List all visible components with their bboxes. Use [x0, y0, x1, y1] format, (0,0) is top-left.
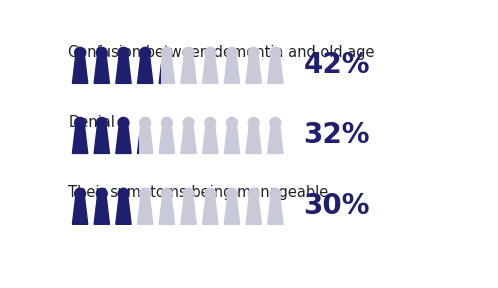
- Text: 32%: 32%: [303, 122, 370, 149]
- Circle shape: [75, 188, 86, 199]
- Polygon shape: [137, 124, 153, 154]
- Circle shape: [118, 118, 129, 128]
- Circle shape: [205, 118, 216, 128]
- Polygon shape: [94, 195, 110, 224]
- Circle shape: [227, 118, 238, 128]
- Text: Denial: Denial: [68, 115, 116, 130]
- Circle shape: [270, 188, 281, 199]
- Polygon shape: [181, 124, 196, 154]
- Polygon shape: [137, 124, 153, 154]
- Circle shape: [161, 47, 172, 58]
- Circle shape: [248, 188, 259, 199]
- Circle shape: [118, 47, 129, 58]
- Polygon shape: [72, 54, 88, 84]
- Polygon shape: [116, 124, 131, 154]
- Polygon shape: [137, 54, 153, 84]
- Circle shape: [140, 188, 150, 199]
- Circle shape: [140, 118, 150, 128]
- Circle shape: [75, 118, 86, 128]
- Circle shape: [205, 47, 216, 58]
- Polygon shape: [224, 54, 240, 84]
- Text: Their symptoms being manageable: Their symptoms being manageable: [68, 185, 329, 200]
- Circle shape: [248, 47, 259, 58]
- Polygon shape: [181, 54, 196, 84]
- Circle shape: [118, 188, 129, 199]
- Polygon shape: [116, 195, 131, 224]
- Text: 30%: 30%: [303, 192, 370, 220]
- Polygon shape: [268, 195, 283, 224]
- Polygon shape: [181, 195, 196, 224]
- Circle shape: [96, 188, 107, 199]
- Circle shape: [183, 47, 194, 58]
- Polygon shape: [224, 195, 240, 224]
- Circle shape: [183, 118, 194, 128]
- Polygon shape: [159, 54, 174, 84]
- Circle shape: [227, 188, 238, 199]
- Polygon shape: [137, 195, 153, 224]
- Circle shape: [270, 47, 281, 58]
- Circle shape: [161, 188, 172, 199]
- Text: Confusion between dementia and old age: Confusion between dementia and old age: [68, 45, 375, 60]
- Polygon shape: [203, 124, 218, 154]
- Circle shape: [96, 118, 107, 128]
- Circle shape: [96, 47, 107, 58]
- Polygon shape: [203, 195, 218, 224]
- Circle shape: [205, 188, 216, 199]
- Polygon shape: [246, 54, 261, 84]
- Circle shape: [75, 47, 86, 58]
- Polygon shape: [203, 54, 218, 84]
- Polygon shape: [159, 124, 174, 154]
- Polygon shape: [94, 124, 110, 154]
- Polygon shape: [159, 195, 174, 224]
- Polygon shape: [246, 124, 261, 154]
- Circle shape: [140, 118, 150, 128]
- Circle shape: [161, 118, 172, 128]
- Polygon shape: [159, 54, 174, 84]
- Circle shape: [183, 188, 194, 199]
- Circle shape: [161, 47, 172, 58]
- Circle shape: [140, 47, 150, 58]
- Polygon shape: [72, 195, 88, 224]
- Circle shape: [248, 118, 259, 128]
- Polygon shape: [94, 54, 110, 84]
- Polygon shape: [72, 124, 88, 154]
- Polygon shape: [224, 124, 240, 154]
- Polygon shape: [116, 54, 131, 84]
- Circle shape: [227, 47, 238, 58]
- Polygon shape: [268, 54, 283, 84]
- Circle shape: [270, 118, 281, 128]
- Polygon shape: [268, 124, 283, 154]
- Polygon shape: [246, 195, 261, 224]
- Text: 42%: 42%: [303, 51, 370, 79]
